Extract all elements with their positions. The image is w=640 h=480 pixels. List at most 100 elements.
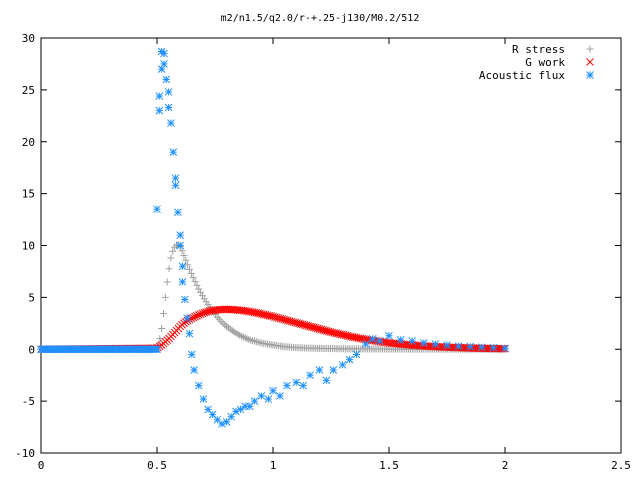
y-tick-label: -5 [22,395,35,408]
data-point [375,337,384,345]
data-point [164,103,173,112]
legend-marker [586,45,594,53]
data-point [162,75,171,84]
y-tick-label: 25 [22,84,35,97]
data-point [462,344,470,352]
data-point [396,336,405,344]
data-point [167,254,175,262]
data-point [164,88,173,96]
data-point [191,278,199,286]
data-point [213,415,222,424]
x-tick-label: 2 [502,459,509,472]
data-point [477,343,486,352]
data-point [306,371,314,380]
series-acoustic-flux [37,47,509,428]
data-point [408,337,417,345]
x-tick-label: 0.5 [147,459,167,472]
data-point [361,340,370,348]
y-tick-label: 15 [22,188,35,201]
data-point [171,174,180,182]
y-tick-label: 5 [28,291,35,304]
y-tick-label: 0 [28,343,35,356]
data-point [176,231,185,239]
x-tick-label: 1 [270,459,277,472]
data-point [171,181,180,190]
data-point [185,265,193,273]
ticks-layer: 0 0.5 1 1.5 2 2.5 -10 -5 0 5 10 15 20 25 30 [15,32,631,472]
data-point [158,325,166,332]
data-point [482,344,491,353]
data-point [167,119,175,127]
y-tick-label: 10 [22,240,35,253]
data-point [276,392,284,400]
data-point [153,345,161,354]
data-point [419,339,428,347]
data-point [187,350,196,359]
data-point [338,360,347,369]
legend-label: G work [525,56,565,69]
data-point [352,350,361,359]
data-point [189,274,197,282]
series-r-stress [37,241,509,353]
data-point [269,386,277,395]
data-point [190,366,198,374]
data-point [155,106,164,115]
data-point [221,321,229,329]
data-point [169,148,178,156]
data-point [466,342,475,351]
data-point [443,341,451,349]
data-point [250,397,259,405]
data-point [183,314,192,322]
data-point [153,205,161,214]
chart-title: m2/n1.5/q2.0/r-+.25-j130/M0.2/512 [221,13,420,24]
data-point [193,281,201,289]
legend-marker [586,71,594,79]
legend-marker [586,58,594,66]
data-point [178,262,187,271]
y-tick-label: 20 [22,136,35,149]
plot-frame [40,37,622,454]
x-tick-label: 2.5 [611,459,631,472]
data-point [176,241,185,250]
legend-label: R stress [512,43,565,56]
data-point [199,395,208,403]
data-point [489,343,498,352]
data-point [385,331,393,340]
data-point [329,366,338,374]
data-point [187,270,195,278]
data-point [194,381,203,390]
data-point [178,247,186,255]
data-point [163,278,171,286]
data-point [454,342,463,350]
y-tick-label: -10 [15,447,35,460]
data-point [165,265,173,273]
legend-label: Acoustic flux [479,69,565,82]
data-point [178,277,187,286]
data-point [160,60,168,68]
data-point [161,293,169,301]
data-point [219,319,227,327]
series-layer [37,47,509,428]
data-point [322,376,331,385]
data-point [431,340,440,348]
data-point [264,395,273,403]
data-point [197,288,205,296]
data-point [195,285,203,293]
data-point [174,208,182,217]
data-point [220,305,229,314]
data-point [292,378,301,387]
data-point [473,344,482,353]
data-point [345,355,354,364]
data-point [180,251,188,259]
data-point [169,247,177,255]
data-point [185,329,194,338]
data-point [236,405,245,414]
x-tick-label: 0 [38,459,45,472]
data-point [198,292,206,300]
data-point [219,305,227,314]
data-point [501,344,509,353]
y-tick-label: 30 [22,32,35,45]
data-point [315,366,324,374]
